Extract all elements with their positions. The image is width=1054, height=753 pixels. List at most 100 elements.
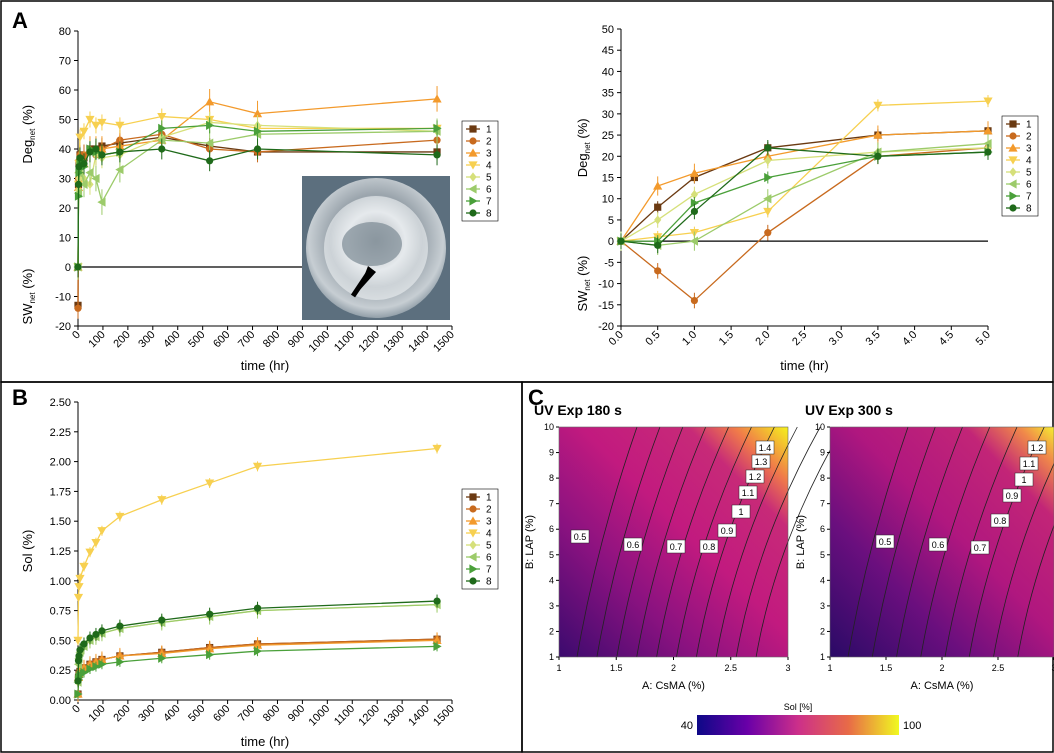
x-axis-title: time (hr)	[241, 734, 289, 749]
panel-b-label: B	[12, 385, 28, 410]
x-tick-label: 700	[236, 703, 257, 724]
x-axis-title: A: CsMA (%)	[911, 680, 974, 692]
contour-label-text: 0.5	[879, 537, 892, 547]
x-tick-label: 2.5	[992, 663, 1005, 673]
contour-label: 0.9	[717, 523, 737, 538]
y-tick-label: 2.25	[50, 427, 71, 439]
legend-marker	[469, 577, 477, 585]
data-point	[74, 263, 82, 271]
y-tick-label: 0.75	[50, 606, 71, 618]
x-tick-label: 200	[111, 703, 132, 724]
data-point	[76, 646, 84, 654]
contour-label: 1.1	[738, 485, 758, 500]
legend-box	[461, 120, 499, 222]
data-point	[763, 194, 772, 204]
legend-marker	[1009, 120, 1017, 128]
contour-label-box	[990, 513, 1010, 528]
contour-line	[715, 426, 798, 658]
x-tick-label: 4.5	[937, 329, 956, 348]
y-tick-label: 8	[820, 473, 825, 483]
y-tick-label: 1.00	[50, 576, 71, 588]
data-point	[98, 151, 106, 159]
contour-label: 0.6	[623, 537, 643, 552]
legend-label: 3	[486, 517, 492, 528]
data-point	[689, 168, 699, 177]
legend-marker	[1009, 204, 1017, 212]
data-point	[654, 241, 662, 249]
data-point	[432, 444, 442, 454]
legend-label: 8	[486, 577, 492, 588]
x-tick-label: 1100	[332, 329, 357, 354]
data-point	[115, 512, 125, 522]
legend-marker	[468, 184, 477, 194]
x-tick-label: 1400	[406, 329, 432, 355]
series-line-5	[620, 147, 989, 242]
y-tick-label: -15	[598, 300, 614, 312]
contour-label: 1.1	[1019, 456, 1039, 471]
y-tick-label: 0.00	[50, 695, 71, 707]
colorbar-title: Sol [%]	[784, 702, 813, 712]
data-point	[764, 144, 772, 152]
data-point	[206, 610, 214, 618]
contour-line	[920, 426, 991, 658]
data-point	[763, 207, 773, 217]
contour-label-box	[970, 540, 990, 555]
data-point	[205, 644, 215, 653]
y-tick-label: -20	[55, 321, 71, 333]
data-point	[79, 562, 89, 572]
contour-line	[968, 426, 1045, 658]
data-point	[206, 650, 215, 660]
legend-label: 7	[486, 565, 492, 576]
legend-marker	[469, 493, 477, 501]
y-tick-label: 1.50	[50, 516, 71, 528]
data-point	[873, 101, 883, 110]
y-tick-label: 10	[602, 194, 614, 206]
contour-label-text: 1.2	[749, 472, 762, 482]
data-point	[79, 179, 88, 189]
legend-marker	[468, 552, 477, 562]
data-point	[253, 604, 262, 612]
panel-c-label: C	[528, 385, 544, 410]
contour-label: 1.4	[755, 440, 775, 455]
contour-line	[871, 426, 936, 658]
legend-marker	[469, 209, 477, 217]
data-point	[433, 123, 442, 133]
data-point	[116, 657, 125, 667]
contour-label: 0.8	[990, 513, 1010, 528]
contour-label-text: 1.2	[1031, 443, 1044, 453]
contour-label-box	[1019, 456, 1039, 471]
deg-axis-title: Degnet (%)	[575, 118, 592, 177]
legend-marker	[469, 540, 477, 550]
data-point	[115, 651, 125, 660]
contour-label: 0.7	[666, 539, 686, 554]
data-point	[433, 151, 441, 159]
data-point	[432, 94, 442, 103]
contour-label: 1.3	[751, 454, 771, 469]
legend-label: 8	[1026, 204, 1032, 215]
x-tick-label: 2	[671, 663, 676, 673]
data-point	[873, 130, 883, 139]
y-tick-label: -20	[598, 321, 614, 333]
legend-label: 5	[1026, 168, 1032, 179]
data-point	[690, 296, 699, 305]
x-tick-label: 1	[827, 663, 832, 673]
y-tick-label: 9	[549, 448, 554, 458]
data-point	[80, 160, 88, 168]
y-tick-label: 45	[602, 45, 614, 57]
panel-a-label: A	[12, 8, 28, 33]
contour-label: 0.5	[570, 529, 590, 544]
data-point	[73, 636, 83, 645]
y-tick-label: 20	[602, 151, 614, 163]
legend-marker	[468, 516, 478, 525]
x-tick-label: 800	[261, 329, 282, 350]
contour-label: 0.5	[875, 534, 895, 549]
y-tick-label: 1.75	[50, 486, 71, 498]
data-point	[983, 138, 992, 149]
data-point	[85, 115, 95, 125]
y-tick-label: -5	[604, 257, 614, 269]
x-tick-label: 500	[186, 703, 207, 724]
data-point	[253, 126, 263, 136]
contour-label-text: 1	[738, 507, 743, 517]
legend-label: 1	[486, 493, 492, 504]
